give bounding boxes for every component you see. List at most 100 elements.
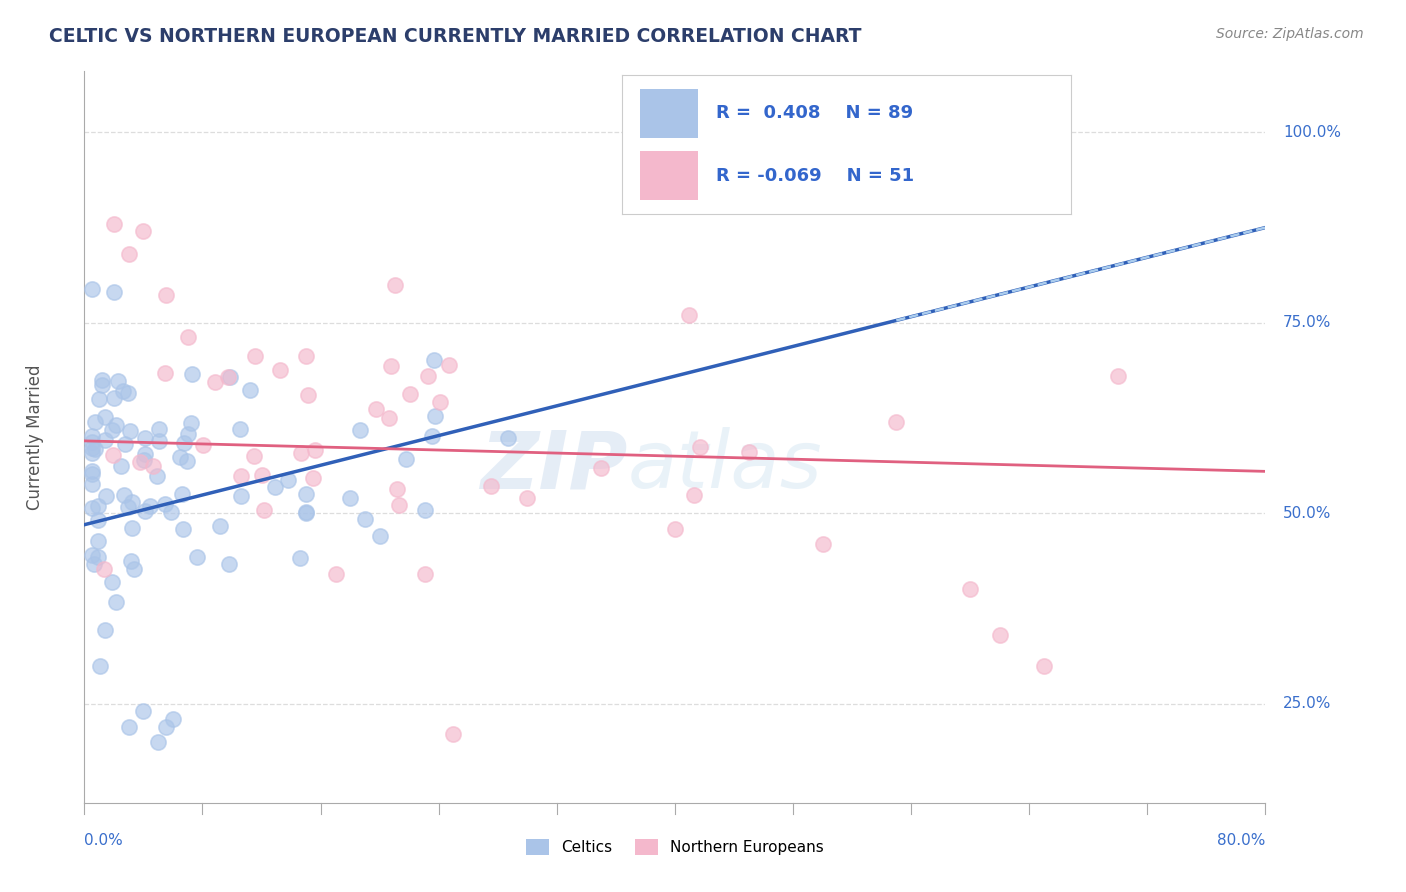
Point xyxy=(496,431,519,445)
Point xyxy=(243,349,266,363)
Point xyxy=(142,458,165,473)
Point xyxy=(413,567,436,582)
Point xyxy=(89,392,111,406)
Point xyxy=(80,500,103,515)
Point xyxy=(354,511,377,525)
Point xyxy=(80,282,103,296)
Point xyxy=(429,395,451,409)
Point xyxy=(339,491,361,505)
Point xyxy=(252,468,274,483)
Point xyxy=(219,370,242,384)
Point xyxy=(1033,658,1056,673)
Point xyxy=(107,374,129,388)
Point xyxy=(180,367,202,381)
Point xyxy=(988,628,1011,642)
Point xyxy=(103,392,125,406)
Point xyxy=(155,366,177,380)
Text: 100.0%: 100.0% xyxy=(1284,125,1341,140)
Point xyxy=(80,445,103,459)
Point xyxy=(118,247,141,261)
Point xyxy=(83,558,105,572)
Point xyxy=(93,561,115,575)
Point xyxy=(90,373,112,387)
Point xyxy=(204,375,226,389)
Text: atlas: atlas xyxy=(627,427,823,506)
Point xyxy=(229,422,252,436)
Point xyxy=(121,495,143,509)
Point xyxy=(304,442,326,457)
Point xyxy=(134,453,156,467)
Point xyxy=(101,423,124,437)
Point xyxy=(170,486,193,500)
Point xyxy=(398,386,420,401)
Point xyxy=(169,450,191,464)
Point xyxy=(118,720,141,734)
Point xyxy=(886,415,908,429)
Point xyxy=(91,377,114,392)
Point xyxy=(80,467,103,481)
Point xyxy=(120,554,142,568)
Point xyxy=(172,522,194,536)
Point xyxy=(110,459,132,474)
Point xyxy=(269,363,291,377)
Point xyxy=(288,550,311,565)
Point xyxy=(101,574,124,589)
Point xyxy=(591,460,613,475)
Point xyxy=(83,442,105,456)
Point xyxy=(295,506,318,520)
Point xyxy=(678,308,700,322)
Point xyxy=(395,452,418,467)
Text: 75.0%: 75.0% xyxy=(1284,315,1331,330)
Point xyxy=(155,288,177,302)
Point xyxy=(186,549,208,564)
Point xyxy=(117,500,139,514)
Point xyxy=(173,435,195,450)
Point xyxy=(94,623,117,637)
Point xyxy=(294,487,316,501)
Text: 50.0%: 50.0% xyxy=(1284,506,1331,521)
Point xyxy=(148,422,170,436)
Point xyxy=(242,450,264,464)
Text: 25.0%: 25.0% xyxy=(1284,697,1331,711)
Point xyxy=(423,409,446,424)
Point xyxy=(134,504,156,518)
Point xyxy=(290,445,312,459)
Point xyxy=(959,582,981,597)
Point xyxy=(388,499,411,513)
Point xyxy=(378,411,401,425)
Text: CELTIC VS NORTHERN EUROPEAN CURRENTLY MARRIED CORRELATION CHART: CELTIC VS NORTHERN EUROPEAN CURRENTLY MA… xyxy=(49,27,862,45)
Legend: Celtics, Northern Europeans: Celtics, Northern Europeans xyxy=(520,833,830,861)
Point xyxy=(101,448,124,462)
Point xyxy=(664,521,686,535)
Point xyxy=(263,479,285,493)
Point xyxy=(80,464,103,478)
Point xyxy=(80,549,103,563)
Point xyxy=(191,438,214,452)
Point xyxy=(87,549,110,564)
Point xyxy=(132,705,155,719)
Point xyxy=(229,469,252,483)
Point xyxy=(176,453,198,467)
Point xyxy=(689,440,711,454)
Point xyxy=(349,423,371,437)
Point xyxy=(80,429,103,443)
Point xyxy=(103,217,125,231)
Point xyxy=(148,434,170,448)
Text: 0.0%: 0.0% xyxy=(84,833,124,848)
Point xyxy=(208,518,231,533)
Point xyxy=(180,416,202,430)
Point xyxy=(132,224,155,238)
Point xyxy=(134,447,156,461)
Point xyxy=(177,426,200,441)
Point xyxy=(80,477,103,491)
Point xyxy=(84,415,107,429)
Point xyxy=(683,488,706,502)
Point xyxy=(134,431,156,445)
Point xyxy=(94,433,117,447)
Point xyxy=(239,383,262,397)
Point xyxy=(297,388,319,402)
Point xyxy=(301,471,323,485)
Point xyxy=(80,434,103,449)
Point xyxy=(117,386,139,401)
Point xyxy=(87,533,110,548)
